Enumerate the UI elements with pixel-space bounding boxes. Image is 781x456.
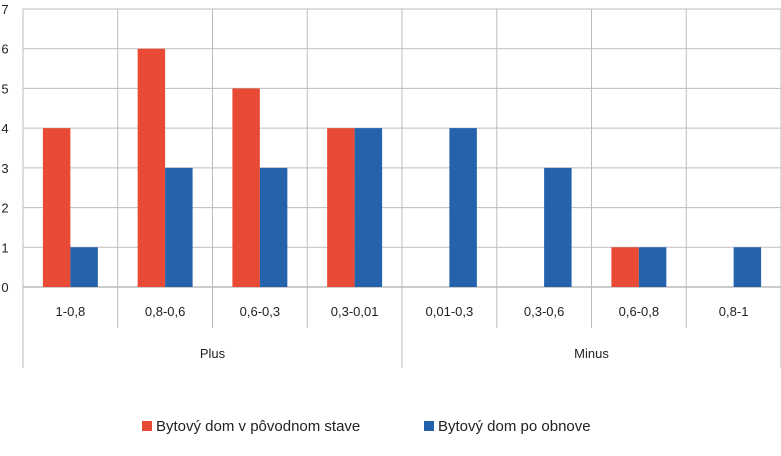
legend-swatch <box>142 421 152 431</box>
y-tick-label: 2 <box>1 201 8 216</box>
y-tick-label: 5 <box>1 81 8 96</box>
bar <box>165 167 193 287</box>
y-tick-label: 0 <box>1 280 8 295</box>
bar <box>449 128 477 287</box>
y-tick-label: 7 <box>1 2 8 17</box>
group-label: Plus <box>200 346 226 361</box>
bar <box>638 247 667 287</box>
x-tick-label: 0,8-1 <box>719 304 749 319</box>
x-tick-label: 0,3-0,01 <box>331 304 379 319</box>
bar <box>327 128 355 287</box>
x-tick-label: 0,3-0,6 <box>524 304 564 319</box>
y-tick-label: 4 <box>1 121 8 136</box>
bar <box>137 48 166 287</box>
bar <box>259 167 288 287</box>
bar <box>611 247 639 287</box>
y-tick-label: 3 <box>1 161 8 176</box>
x-tick-label: 0,6-0,8 <box>619 304 659 319</box>
legend-swatch <box>424 421 434 431</box>
bar <box>354 128 383 287</box>
bar <box>70 247 98 287</box>
legend-label: Bytový dom v pôvodnom stave <box>156 418 360 435</box>
bar <box>733 247 762 287</box>
bar <box>232 88 260 287</box>
x-tick-label: 0,01-0,3 <box>426 304 474 319</box>
x-tick-label: 0,8-0,6 <box>145 304 185 319</box>
legend-label: Bytový dom po obnove <box>438 418 591 435</box>
bar <box>544 167 572 287</box>
x-tick-label: 0,6-0,3 <box>240 304 280 319</box>
group-label: Minus <box>574 346 609 361</box>
x-tick-label: 1-0,8 <box>56 304 86 319</box>
y-tick-label: 1 <box>1 240 8 255</box>
y-tick-label: 6 <box>1 42 8 57</box>
bar <box>42 128 71 287</box>
